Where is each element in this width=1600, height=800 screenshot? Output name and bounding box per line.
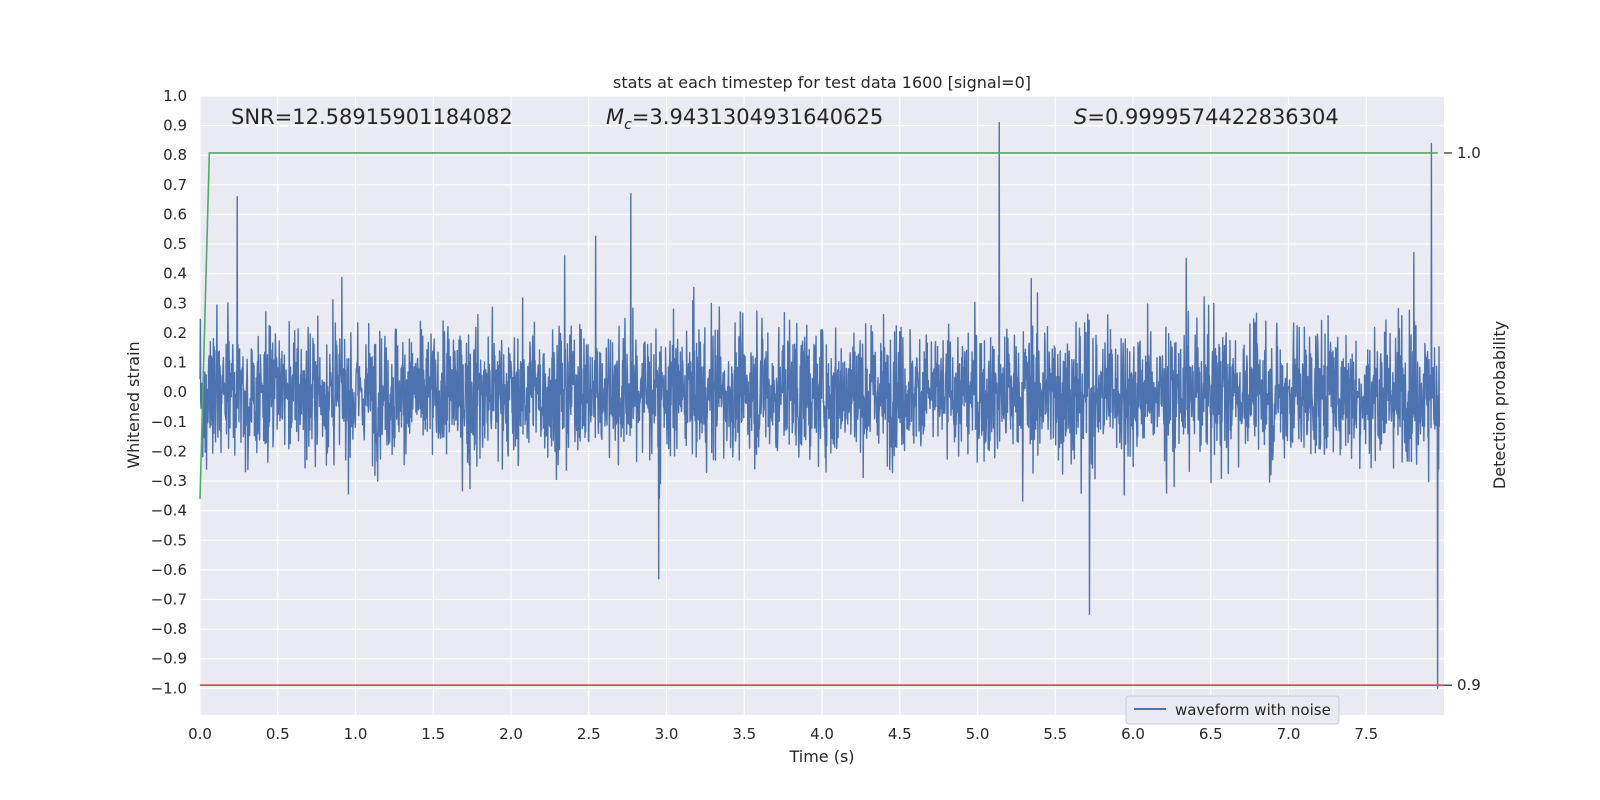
y2-axis: 1.0 0.9 [1444, 144, 1481, 694]
chirp-mass-value: =3.9431304931640625 [632, 105, 883, 129]
y-axis: 1.0 0.9 0.8 0.7 0.6 0.5 0.4 0.3 0.2 0.1 0.0 −0.1 −0.… [151, 87, 187, 697]
y-tick-label: 0.7 [163, 176, 187, 194]
y-tick-label: −0.9 [151, 650, 187, 668]
y-tick-label: 0.0 [163, 383, 187, 401]
probability-line [199, 152, 1438, 499]
y-tick-label: −0.1 [151, 413, 187, 431]
y-tick-label: −0.4 [151, 502, 187, 520]
y-tick-label: −0.3 [151, 472, 187, 490]
s-value: =0.9999574422836304 [1087, 105, 1338, 129]
y-tick-label: −0.6 [151, 561, 187, 579]
x-tick-label: 1.5 [421, 725, 445, 743]
y2-tick-label: 1.0 [1457, 144, 1481, 162]
y-tick-label: −1.0 [151, 679, 187, 697]
y-tick-label: 0.2 [163, 324, 187, 342]
y-tick-label: 0.4 [163, 265, 187, 283]
chirp-mass-subscript: c [624, 117, 632, 133]
x-tick-label: 5.0 [966, 725, 990, 743]
chirp-mass-symbol: M [606, 105, 624, 129]
s-symbol: S [1074, 105, 1087, 129]
x-tick-label: 6.5 [1199, 725, 1223, 743]
y-axis-label: Whitened strain [124, 341, 143, 468]
x-tick-label: 3.5 [732, 725, 756, 743]
y2-axis-label: Detection probability [1490, 321, 1509, 489]
snr-annotation: SNR=12.58915901184082 [231, 105, 513, 129]
x-tick-label: 0.0 [188, 725, 212, 743]
y-tick-label: 0.6 [163, 205, 187, 223]
y-tick-label: 0.5 [163, 235, 187, 253]
y-tick-label: 0.1 [163, 354, 187, 372]
y-tick-label: 0.3 [163, 294, 187, 312]
x-tick-label: 3.0 [655, 725, 679, 743]
y-tick-label: −0.7 [151, 590, 187, 608]
y2-tick-label: 0.9 [1457, 676, 1481, 694]
chart-title: stats at each timestep for test data 160… [613, 73, 1031, 92]
legend-label: waveform with noise [1175, 701, 1331, 719]
y-tick-label: −0.2 [151, 442, 187, 460]
x-tick-label: 4.0 [810, 725, 834, 743]
legend: waveform with noise [1125, 695, 1340, 725]
chirp-mass-annotation: Mc=3.9431304931640625 [606, 105, 883, 133]
y-tick-label: 1.0 [163, 87, 187, 105]
x-axis: 0.0 0.5 1.0 1.5 2.0 2.5 3.0 3.5 4.0 4.5 5.0 5.5 6.0 6… [188, 725, 1378, 743]
waveform-line [199, 121, 1441, 690]
probability-series [199, 152, 1444, 686]
legend-box [1125, 695, 1340, 725]
waveform-series [199, 121, 1441, 690]
x-tick-label: 2.0 [499, 725, 523, 743]
x-tick-label: 6.0 [1121, 725, 1145, 743]
y-tick-label: −0.5 [151, 531, 187, 549]
x-tick-label: 7.5 [1354, 725, 1378, 743]
x-tick-label: 0.5 [266, 725, 290, 743]
x-axis-label: Time (s) [788, 747, 854, 766]
x-tick-label: 2.5 [577, 725, 601, 743]
x-tick-label: 7.0 [1277, 725, 1301, 743]
y-tick-label: −0.8 [151, 620, 187, 638]
x-tick-label: 4.5 [888, 725, 912, 743]
y-tick-label: 0.9 [163, 117, 187, 135]
x-tick-label: 5.5 [1043, 725, 1067, 743]
s-annotation: S=0.9999574422836304 [1074, 105, 1339, 129]
x-tick-label: 1.0 [344, 725, 368, 743]
y-tick-label: 0.8 [163, 146, 187, 164]
